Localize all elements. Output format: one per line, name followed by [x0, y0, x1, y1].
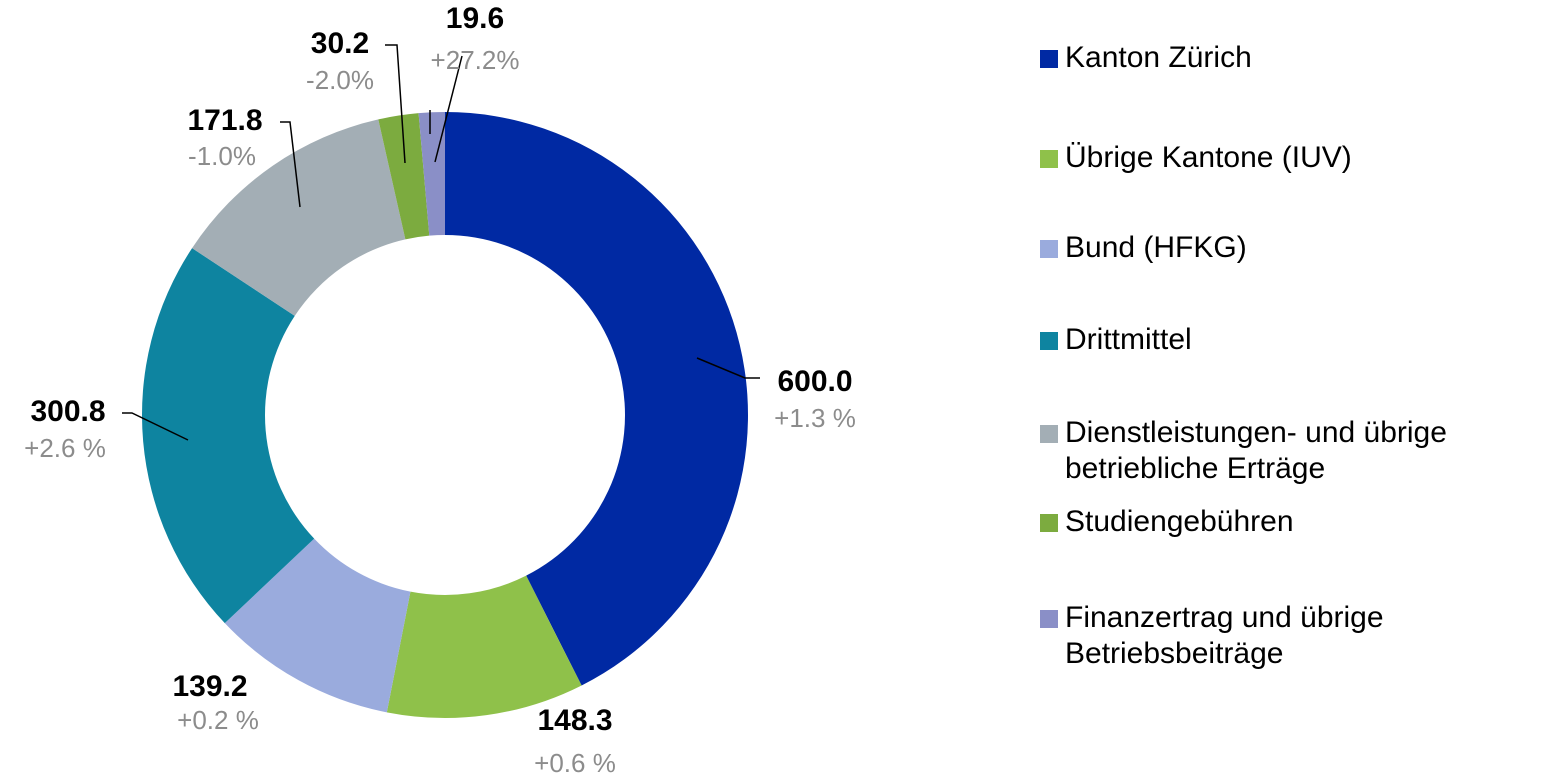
leader-line: [434, 55, 463, 163]
change-label: +27.2%: [431, 45, 520, 75]
value-label: 300.8: [30, 395, 105, 428]
legend-swatch: [1040, 240, 1058, 258]
leader-line: [385, 44, 406, 164]
leader-line: [696, 357, 760, 379]
value-label: 19.6: [446, 2, 504, 35]
change-label: -1.0%: [188, 141, 256, 171]
segment: [192, 119, 406, 316]
segment: [445, 112, 748, 686]
legend-label: Studiengebühren: [1065, 505, 1294, 538]
change-label: +0.6 %: [534, 748, 616, 775]
legend-item: Dienstleistungen- und übrige betrieblich…: [1040, 415, 1540, 487]
legend-item: Übrige Kantone (IUV): [1040, 140, 1540, 176]
leader-line: [122, 412, 189, 441]
legend-label: Bund (HFKG): [1065, 231, 1247, 264]
segment: [224, 538, 411, 713]
change-label: +2.6 %: [24, 433, 106, 463]
legend-swatch: [1040, 50, 1058, 68]
value-label: 30.2: [311, 27, 369, 60]
legend-item: Bund (HFKG): [1040, 230, 1540, 266]
change-label: -2.0%: [306, 65, 374, 95]
legend-swatch: [1040, 332, 1058, 350]
value-label: 148.3: [537, 704, 612, 737]
legend-label: Finanzertrag und übrige Betriebsbeiträge: [1065, 601, 1384, 670]
legend-swatch: [1040, 514, 1058, 532]
value-label: 600.0: [777, 365, 852, 398]
segment: [378, 113, 430, 240]
leader-line: [280, 121, 301, 208]
legend-item: Finanzertrag und übrige Betriebsbeiträge: [1040, 600, 1540, 672]
change-label: +1.3 %: [774, 403, 856, 433]
legend-label: Dienstleistungen- und übrige betrieblich…: [1065, 416, 1447, 485]
value-label: 171.8: [187, 104, 262, 137]
legend-item: Drittmittel: [1040, 322, 1540, 358]
legend-label: Übrige Kantone (IUV): [1065, 141, 1352, 174]
legend-swatch: [1040, 150, 1058, 168]
segment: [142, 248, 315, 624]
value-label: 139.2: [172, 670, 247, 703]
legend-label: Drittmittel: [1065, 323, 1192, 356]
legend-swatch: [1040, 425, 1058, 443]
legend-label: Kanton Zürich: [1065, 41, 1252, 74]
legend-item: Kanton Zürich: [1040, 40, 1540, 76]
legend-item: Studiengebühren: [1040, 504, 1540, 540]
change-label: +0.2 %: [177, 705, 259, 735]
segment: [386, 575, 582, 719]
segment: [418, 112, 445, 236]
legend-swatch: [1040, 610, 1058, 628]
donut-chart: 600.0 +1.3 % 148.3 +0.6 % 139.2+0.2 % 300.8 +2…: [24, 2, 856, 775]
